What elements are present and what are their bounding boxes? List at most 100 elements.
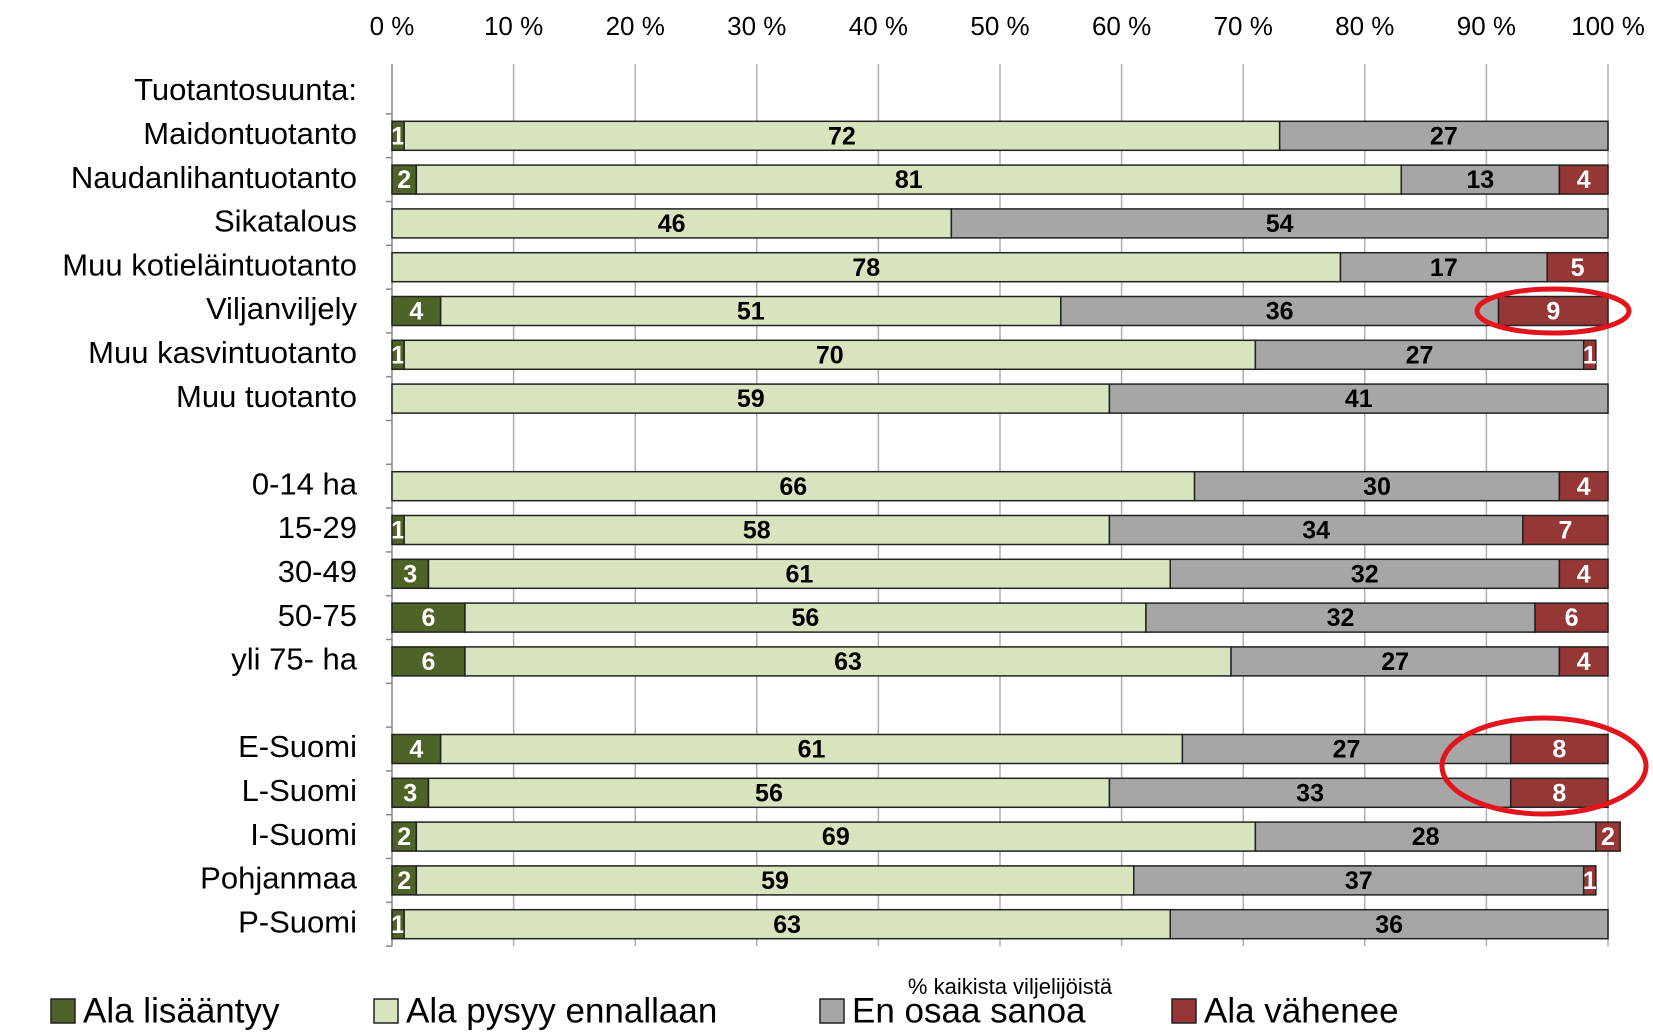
- bar-segment: [1339, 251, 1548, 283]
- bar-segment: [1108, 383, 1609, 414]
- y-tick-label: 50-75: [278, 598, 357, 633]
- x-tick-label: 100 %: [1571, 11, 1645, 41]
- data-label: 4: [1577, 166, 1591, 194]
- bar-segment: [1522, 514, 1609, 546]
- data-label: 56: [755, 779, 783, 807]
- y-tick-label: Sikatalous: [214, 204, 357, 239]
- data-label: 69: [822, 823, 850, 851]
- data-label: 54: [1266, 210, 1294, 238]
- bar-segment: [1497, 295, 1609, 327]
- y-tick-label: Viljanviljely: [206, 291, 358, 326]
- bar-segment: [1582, 865, 1597, 896]
- legend-swatch: [1171, 998, 1197, 1024]
- data-label: 1: [1583, 341, 1597, 369]
- data-label: 2: [1601, 823, 1615, 851]
- y-tick-label: Muu kasvintuotanto: [88, 335, 357, 370]
- bar-segment: [391, 558, 430, 590]
- data-label: 41: [1345, 385, 1373, 413]
- x-tick-label: 80 %: [1335, 11, 1394, 41]
- data-label: 27: [1333, 736, 1361, 764]
- data-label: 3: [403, 779, 417, 807]
- x-tick-label: 40 %: [849, 11, 908, 41]
- bar-segment: [1558, 470, 1609, 502]
- legend-label: En osaa sanoa: [852, 991, 1086, 1030]
- data-label: 46: [658, 210, 686, 238]
- data-label: 61: [785, 560, 813, 588]
- y-tick-label: Naudanlihantuotanto: [71, 160, 357, 195]
- x-tick-label: 20 %: [606, 11, 665, 41]
- data-label: 66: [779, 473, 807, 501]
- data-label: 37: [1345, 867, 1373, 895]
- data-label: 4: [1577, 473, 1591, 501]
- bar-segment: [1145, 602, 1536, 633]
- data-label: 4: [1577, 560, 1591, 588]
- highlight-ellipse: [1439, 715, 1649, 817]
- data-label: 63: [834, 648, 862, 676]
- bar-segment: [1534, 602, 1609, 633]
- data-label: 72: [828, 122, 856, 150]
- legend-swatch: [50, 998, 76, 1024]
- y-tick-label: Muu tuotanto: [176, 379, 357, 414]
- y-tick-label: Muu kotieläintuotanto: [62, 247, 357, 282]
- bar-segment: [950, 208, 1609, 239]
- legend-swatch: [373, 998, 399, 1024]
- y-tick-label: I-Suomi: [250, 817, 357, 852]
- y-tick-label: 15-29: [278, 510, 357, 545]
- bar-segment: [1546, 251, 1609, 283]
- y-tick-label: yli 75- ha: [231, 642, 358, 677]
- bar-segment: [1509, 777, 1609, 809]
- y-tick-label: Maidontuotanto: [143, 116, 357, 151]
- data-label: 56: [792, 604, 820, 632]
- highlight-ellipse: [1474, 286, 1632, 336]
- bar-segment: [403, 514, 1111, 546]
- data-label: 1: [1583, 867, 1597, 895]
- y-tick-label: Tuotantosuunta:: [134, 72, 357, 107]
- data-label: 59: [761, 867, 789, 895]
- y-tick-label: E-Suomi: [238, 729, 357, 764]
- bar-segment: [1060, 295, 1500, 327]
- legend-swatch: [819, 998, 845, 1024]
- bar-segment: [1509, 733, 1609, 765]
- x-axis-label: % kaikista viljelijöistä: [908, 974, 1113, 999]
- data-label: 34: [1302, 517, 1330, 545]
- bar-segment: [1108, 777, 1512, 809]
- bar-segment: [391, 383, 1111, 414]
- data-label: 1: [391, 517, 405, 545]
- data-label: 1: [391, 911, 405, 939]
- data-label: 6: [422, 604, 436, 632]
- data-label: 70: [816, 341, 844, 369]
- y-tick-label: P-Suomi: [238, 904, 357, 939]
- data-label: 58: [743, 517, 771, 545]
- x-tick-label: 50 %: [970, 11, 1029, 41]
- data-label: 63: [773, 911, 801, 939]
- bar-segment: [391, 470, 1196, 502]
- y-tick-label: 0-14 ha: [252, 466, 358, 501]
- bar-segment: [1558, 558, 1609, 590]
- data-label: 8: [1552, 736, 1566, 764]
- data-label: 4: [1577, 648, 1591, 676]
- data-label: 81: [895, 166, 923, 194]
- data-label: 2: [397, 867, 411, 895]
- data-label: 78: [852, 254, 880, 282]
- data-label: 4: [409, 736, 423, 764]
- data-label: 1: [391, 341, 405, 369]
- bar-segment: [391, 777, 430, 809]
- data-label: 2: [397, 823, 411, 851]
- data-label: 36: [1266, 298, 1294, 326]
- data-label: 27: [1381, 648, 1409, 676]
- data-label: 4: [409, 298, 423, 326]
- plot-area: 0 % 10 % 20 % 30 % 40 % 50 % 60 % 70 % 80 % 90 % 1…: [62, 11, 1645, 947]
- data-label: 33: [1296, 779, 1324, 807]
- x-tick-label: 30 %: [727, 11, 786, 41]
- data-label: 27: [1430, 122, 1458, 150]
- data-label: 32: [1327, 604, 1355, 632]
- data-label: 59: [737, 385, 765, 413]
- bar-segment: [427, 558, 1171, 590]
- x-tick-label: 90 %: [1457, 11, 1516, 41]
- data-label: 61: [798, 736, 826, 764]
- data-label: 1: [391, 122, 405, 150]
- bar-segment: [1278, 120, 1609, 152]
- bar-segment: [1169, 908, 1609, 940]
- bar-segment: [464, 602, 1147, 633]
